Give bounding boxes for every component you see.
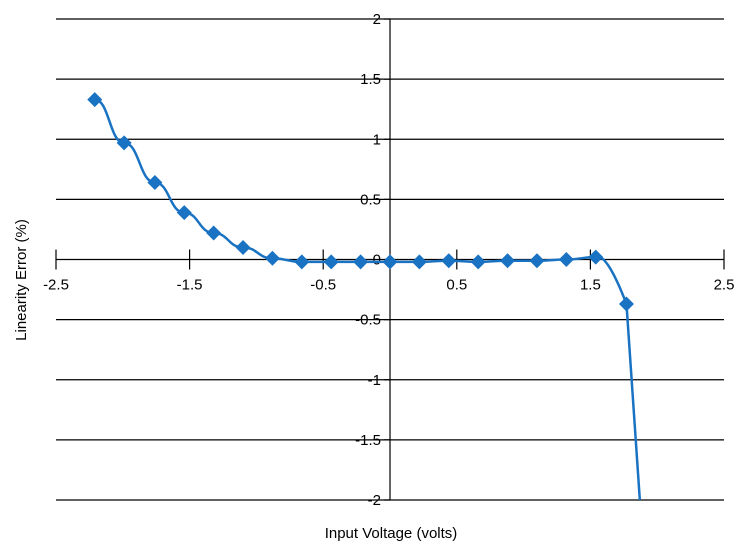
y-tick-label: 1 <box>373 131 381 148</box>
data-point-marker <box>558 252 574 267</box>
x-tick-label: 1.5 <box>580 277 601 294</box>
data-point-marker <box>618 296 634 312</box>
y-tick-label: 2 <box>373 11 381 28</box>
data-point-marker <box>441 253 457 269</box>
x-tick-label: -0.5 <box>310 277 336 294</box>
data-point-marker <box>176 205 192 221</box>
data-point-marker <box>529 253 545 269</box>
data-point-marker <box>264 250 280 266</box>
y-axis-title: Linearity Error (%) <box>13 219 30 341</box>
data-point-marker <box>235 239 251 255</box>
y-tick-label: -2 <box>368 492 381 509</box>
y-tick-label: 0 <box>373 252 381 269</box>
x-tick-label: -2.5 <box>43 277 69 294</box>
data-point-marker <box>294 254 310 270</box>
data-point-marker <box>147 175 163 191</box>
data-point-marker <box>500 253 516 269</box>
data-point-marker <box>588 249 604 265</box>
tick-labels: -2.5 -1.5 -0.5 0.5 1.5 2.5 2 1.5 1 0.5 0 -0.5 -1 -1.5… <box>43 11 734 509</box>
x-tick-label: 0.5 <box>446 277 467 294</box>
y-tick-label: -1 <box>368 372 381 389</box>
x-tick-label: 2.5 <box>714 277 735 294</box>
y-tick-label: -1.5 <box>355 432 381 449</box>
x-tick-label: -1.5 <box>177 277 203 294</box>
x-axis-title: Input Voltage (volts) <box>325 525 458 542</box>
y-tick-label: 0.5 <box>360 191 381 208</box>
data-point-marker <box>87 92 103 108</box>
data-point-marker <box>206 225 222 241</box>
data-point-marker <box>353 254 369 270</box>
data-point-marker <box>116 135 132 151</box>
y-tick-label: 1.5 <box>360 71 381 88</box>
data-point-marker <box>470 254 486 270</box>
y-tick-label: -0.5 <box>355 312 381 329</box>
data-markers <box>87 92 634 312</box>
data-point-marker <box>382 254 398 270</box>
data-point-marker <box>411 254 427 270</box>
data-point-marker <box>323 254 339 270</box>
